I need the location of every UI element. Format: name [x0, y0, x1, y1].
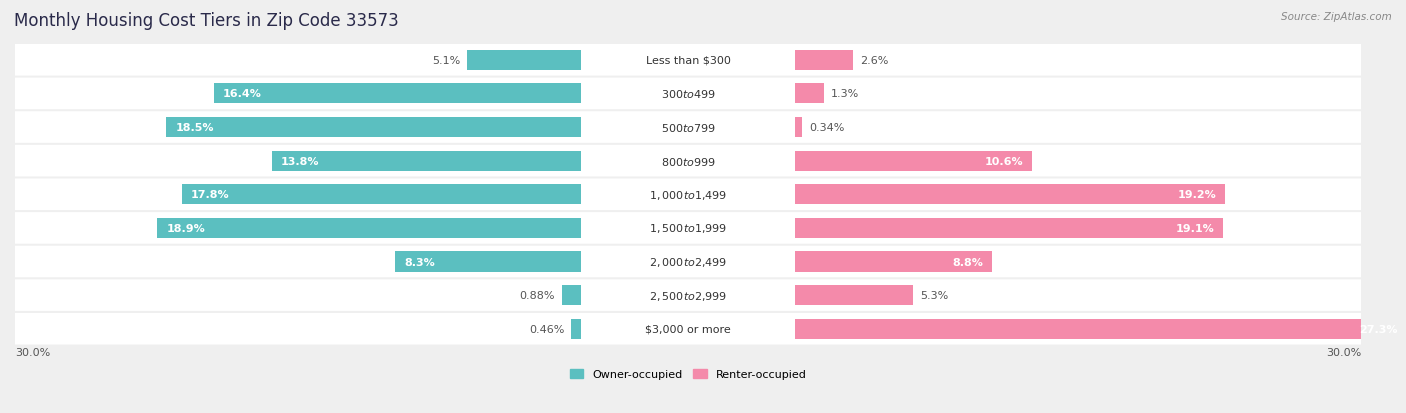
Bar: [562, 285, 582, 306]
Bar: [271, 151, 582, 171]
FancyBboxPatch shape: [14, 78, 1361, 110]
FancyBboxPatch shape: [14, 313, 1361, 345]
Bar: [183, 185, 582, 205]
Text: Less than $300: Less than $300: [645, 56, 731, 66]
Text: 19.1%: 19.1%: [1175, 223, 1215, 233]
Text: $2,000 to $2,499: $2,000 to $2,499: [648, 255, 727, 268]
Bar: [395, 252, 582, 272]
FancyBboxPatch shape: [14, 213, 1361, 244]
Bar: [794, 252, 993, 272]
Text: $1,500 to $1,999: $1,500 to $1,999: [648, 222, 727, 235]
Bar: [571, 319, 582, 339]
Text: 0.34%: 0.34%: [808, 123, 845, 133]
Text: $2,500 to $2,999: $2,500 to $2,999: [648, 289, 727, 302]
Bar: [794, 285, 914, 306]
Bar: [794, 218, 1223, 238]
Bar: [794, 50, 853, 71]
FancyBboxPatch shape: [14, 246, 1361, 278]
Text: $300 to $499: $300 to $499: [661, 88, 716, 100]
Text: $3,000 or more: $3,000 or more: [645, 324, 731, 334]
Bar: [214, 84, 582, 104]
Text: $800 to $999: $800 to $999: [661, 155, 716, 167]
Text: 16.4%: 16.4%: [222, 89, 262, 99]
Text: 2.6%: 2.6%: [859, 56, 889, 66]
Text: 1.3%: 1.3%: [831, 89, 859, 99]
Text: 5.1%: 5.1%: [432, 56, 460, 66]
Text: 18.9%: 18.9%: [166, 223, 205, 233]
Text: 8.3%: 8.3%: [405, 257, 434, 267]
Text: 13.8%: 13.8%: [281, 156, 319, 166]
Bar: [794, 84, 824, 104]
Text: Source: ZipAtlas.com: Source: ZipAtlas.com: [1281, 12, 1392, 22]
Text: $500 to $799: $500 to $799: [661, 122, 716, 134]
Text: 10.6%: 10.6%: [984, 156, 1024, 166]
Text: 19.2%: 19.2%: [1178, 190, 1216, 200]
Text: $1,000 to $1,499: $1,000 to $1,499: [648, 188, 727, 201]
FancyBboxPatch shape: [14, 280, 1361, 311]
Legend: Owner-occupied, Renter-occupied: Owner-occupied, Renter-occupied: [569, 369, 807, 380]
Text: 27.3%: 27.3%: [1360, 324, 1398, 334]
FancyBboxPatch shape: [14, 179, 1361, 211]
Bar: [157, 218, 582, 238]
Bar: [794, 185, 1225, 205]
Text: 0.88%: 0.88%: [519, 290, 555, 300]
Text: 17.8%: 17.8%: [191, 190, 229, 200]
FancyBboxPatch shape: [14, 45, 1361, 76]
Text: 5.3%: 5.3%: [920, 290, 949, 300]
FancyBboxPatch shape: [14, 145, 1361, 177]
Bar: [794, 319, 1406, 339]
Text: 18.5%: 18.5%: [176, 123, 214, 133]
Text: 0.46%: 0.46%: [529, 324, 564, 334]
Text: 8.8%: 8.8%: [952, 257, 983, 267]
FancyBboxPatch shape: [14, 112, 1361, 143]
Bar: [794, 151, 1032, 171]
Text: 30.0%: 30.0%: [15, 347, 51, 357]
Bar: [794, 118, 803, 138]
Text: Monthly Housing Cost Tiers in Zip Code 33573: Monthly Housing Cost Tiers in Zip Code 3…: [14, 12, 399, 30]
Text: 30.0%: 30.0%: [1326, 347, 1361, 357]
Bar: [467, 50, 582, 71]
Bar: [166, 118, 582, 138]
